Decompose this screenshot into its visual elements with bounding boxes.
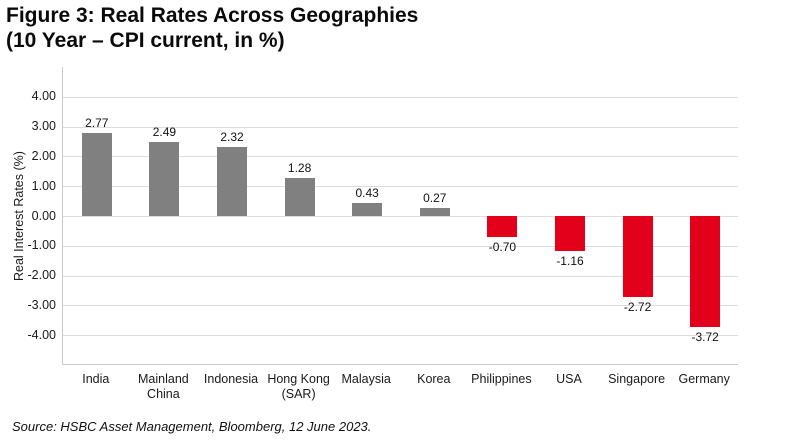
bar-value-label: 0.27 <box>423 190 447 205</box>
bar-value-label: -1.16 <box>556 253 584 268</box>
bar-indonesia <box>217 146 247 216</box>
x-axis-label: Hong Kong (SAR) <box>267 372 330 401</box>
figure-title-line2: (10 Year – CPI current, in %) <box>6 29 285 52</box>
gridline <box>63 96 738 98</box>
x-axis-label: India <box>82 372 110 386</box>
bar-usa <box>555 216 585 251</box>
bar-india <box>81 133 112 216</box>
y-tick-label: -4.00 <box>27 327 57 342</box>
figure-title-line1: Figure 3: Real Rates Across Geographies <box>6 4 419 27</box>
bar-value-label: 2.49 <box>152 124 177 139</box>
gridline <box>63 335 738 337</box>
bar-malaysia <box>352 203 383 216</box>
x-axis-label: Indonesia <box>203 372 259 386</box>
y-tick-label: 4.00 <box>31 89 56 104</box>
y-tick-label: 0.00 <box>31 208 56 223</box>
bar-value-label: 1.28 <box>287 160 312 175</box>
y-tick-label: 2.00 <box>31 148 56 163</box>
gridline <box>63 245 738 247</box>
y-axis-tick-labels: 4.00 3.00 2.00 1.00 0.00 -1.00 -2.00 -3.00 -4.00 <box>0 67 57 365</box>
gridline <box>63 126 738 128</box>
bar-singapore <box>622 216 653 298</box>
bar-hong-kong-sar- <box>284 177 315 216</box>
bar-value-label: 0.43 <box>355 186 379 201</box>
y-tick-label: -3.00 <box>27 297 57 312</box>
gridline <box>63 216 738 217</box>
bar-value-label: -2.72 <box>623 300 652 315</box>
x-axis-label: Philippines <box>471 372 532 386</box>
x-axis-label: Mainland China <box>138 372 189 401</box>
bar-value-label: -0.70 <box>488 239 517 254</box>
real-rates-bar-chart: Real Interest Rates (%) 4.00 3.00 2.00 1.00… <box>0 67 738 406</box>
bar-korea <box>419 207 450 216</box>
gridline <box>63 305 738 307</box>
bar-value-label: -3.72 <box>691 329 719 344</box>
y-tick-label: -1.00 <box>27 238 57 253</box>
bar-germany <box>690 216 721 327</box>
bar-philippines <box>487 216 518 237</box>
gridline <box>63 275 738 277</box>
x-axis-label: USA <box>556 372 582 386</box>
y-tick-label: 1.00 <box>31 178 56 193</box>
bar-value-label: 2.32 <box>220 129 244 144</box>
x-axis-category-labels: India Mainland China Indonesia Hong Kong (S… <box>62 372 738 406</box>
figure-title: Figure 3: Real Rates Across Geographies … <box>6 3 418 53</box>
x-axis-label: Malaysia <box>341 372 391 386</box>
x-axis-label: Singapore <box>608 372 666 386</box>
y-tick-label: -2.00 <box>27 268 57 283</box>
bar-value-label: 2.77 <box>85 116 109 131</box>
plot-area: 2.77 2.49 2.32 1.28 0.43 0.27 -0.70 -1.16 -2.72 -… <box>62 67 738 365</box>
y-tick-label: 3.00 <box>31 119 56 134</box>
gridline <box>63 186 738 188</box>
bar-mainland-china <box>149 141 180 216</box>
x-axis-label: Korea <box>417 372 451 386</box>
gridline <box>63 156 738 158</box>
x-axis-label: Germany <box>678 372 730 386</box>
source-note: Source: HSBC Asset Management, Bloomberg… <box>12 419 372 434</box>
